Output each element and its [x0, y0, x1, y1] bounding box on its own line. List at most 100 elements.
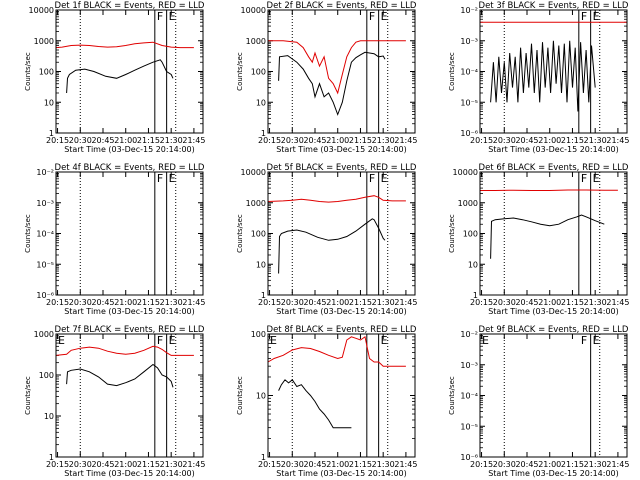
- series-lld: [267, 195, 406, 203]
- chart-title: Det 4f BLACK = Events, RED = LLD: [55, 163, 205, 173]
- x-tick-label: 21:30: [372, 298, 395, 307]
- flag-marker-top: F: [369, 172, 375, 185]
- series-lld: [267, 335, 406, 367]
- flag-marker-top: F: [157, 172, 163, 185]
- x-tick-label: 21:30: [160, 298, 183, 307]
- x-tick-label: 20:30: [69, 136, 92, 145]
- chart-panel-9: Det 9f BLACK = Events, RED = LLD 10⁻⁶ 10⁻⁵…: [448, 325, 629, 478]
- x-tick-label: 20:30: [69, 460, 92, 469]
- y-tick-label: 100: [463, 230, 478, 239]
- x-axis-label: Start Time (03-Dec-15 20:14:00): [276, 469, 407, 478]
- flag-marker-top: E: [381, 334, 388, 347]
- flag-marker-top: F: [581, 334, 587, 347]
- series-events: [66, 363, 174, 388]
- x-tick-label: 21:45: [182, 136, 205, 145]
- x-tick-label: 21:00: [538, 298, 561, 307]
- flag-marker-top: E: [381, 10, 388, 23]
- y-tick-label: 10⁻⁵: [460, 422, 478, 431]
- x-tick-label: 20:45: [303, 298, 326, 307]
- x-axis-label: Start Time (03-Dec-15 20:14:00): [64, 145, 195, 154]
- x-axis-label: Start Time (03-Dec-15 20:14:00): [64, 469, 195, 478]
- y-tick-label: 1: [261, 129, 266, 138]
- x-axis-label: Start Time (03-Dec-15 20:14:00): [488, 307, 619, 316]
- x-tick-label: 21:00: [114, 298, 137, 307]
- x-tick-label: 21:15: [561, 298, 584, 307]
- x-tick-label: 21:45: [182, 460, 205, 469]
- x-tick-label: 20:45: [303, 136, 326, 145]
- flag-marker-top: E: [169, 334, 176, 347]
- chart-panel-8: Det 8f BLACK = Events, RED = LLD 1 10 100 Co…: [236, 325, 417, 478]
- plot-frame: [479, 9, 628, 134]
- x-tick-label: 21:45: [606, 298, 629, 307]
- series-lld: [480, 189, 618, 191]
- y-tick-label: 10: [468, 260, 478, 269]
- y-tick-label: 10: [256, 260, 266, 269]
- x-tick-label: 20:15: [258, 460, 281, 469]
- flag-marker-top: F: [369, 10, 375, 23]
- series-events: [278, 379, 352, 429]
- x-tick-label: 20:30: [493, 136, 516, 145]
- y-tick-label: 100: [39, 68, 54, 77]
- x-tick-label: 21:30: [372, 460, 395, 469]
- x-tick-label: 21:15: [137, 460, 160, 469]
- y-tick-label: 10⁻⁶: [460, 129, 478, 138]
- x-tick-label: 21:15: [561, 136, 584, 145]
- chart-title: Det 9f BLACK = Events, RED = LLD: [479, 325, 629, 335]
- y-tick-label: 10000: [241, 6, 266, 15]
- x-tick-label: 21:15: [349, 460, 372, 469]
- x-tick-label: 21:00: [538, 136, 561, 145]
- x-axis-label: Start Time (03-Dec-15 20:14:00): [64, 307, 195, 316]
- flag-marker-top: E: [593, 334, 600, 347]
- chart-panel-6: Det 6f BLACK = Events, RED = LLD 1 10 100 10…: [448, 163, 629, 316]
- chart-title: Det 2f BLACK = Events, RED = LLD: [267, 1, 417, 11]
- x-tick-label: 20:30: [281, 460, 304, 469]
- x-axis-label: Start Time (03-Dec-15 20:14:00): [488, 145, 619, 154]
- y-tick-label: 10⁻²: [36, 168, 54, 177]
- y-tick-label: 10⁻⁵: [460, 98, 478, 107]
- x-tick-label: 21:30: [584, 136, 607, 145]
- flag-marker-top: F: [157, 10, 163, 23]
- series-events: [278, 51, 386, 116]
- series-lld: [55, 41, 194, 49]
- x-tick-label: 20:15: [258, 298, 281, 307]
- y-tick-label: 10⁻⁴: [460, 392, 478, 401]
- x-tick-label: 21:30: [584, 298, 607, 307]
- x-tick-label: 20:15: [470, 136, 493, 145]
- chart-panel-2: Det 2f BLACK = Events, RED = LLD 1 10 100 10…: [236, 1, 417, 154]
- x-tick-label: 20:15: [46, 460, 69, 469]
- y-axis-label: Counts/sec: [448, 376, 456, 415]
- plot-frame: [55, 9, 204, 134]
- x-tick-label: 21:30: [584, 460, 607, 469]
- flag-marker-top: F: [157, 334, 163, 347]
- y-tick-label: 1000: [246, 37, 266, 46]
- x-tick-label: 21:30: [160, 460, 183, 469]
- x-tick-label: 21:00: [538, 460, 561, 469]
- flag-marker-top: E: [482, 334, 489, 347]
- y-tick-label: 100: [251, 230, 266, 239]
- y-tick-label: 10⁻⁶: [36, 291, 54, 300]
- plot-frame: [267, 171, 416, 296]
- chart-panel-4: Det 4f BLACK = Events, RED = LLD 10⁻⁶ 10⁻⁵…: [24, 163, 205, 316]
- x-tick-label: 21:15: [561, 460, 584, 469]
- y-tick-label: 1: [261, 453, 266, 462]
- x-axis-label: Start Time (03-Dec-15 20:14:00): [276, 145, 407, 154]
- y-axis-label: Counts/sec: [24, 52, 32, 91]
- plot-frame: [55, 171, 204, 296]
- x-tick-label: 20:45: [91, 136, 114, 145]
- x-tick-label: 21:00: [326, 460, 349, 469]
- plot-frame: [479, 333, 628, 458]
- x-tick-label: 21:15: [349, 298, 372, 307]
- y-tick-label: 10: [256, 98, 266, 107]
- x-tick-label: 20:15: [470, 460, 493, 469]
- x-tick-label: 21:45: [394, 298, 417, 307]
- y-axis-label: Counts/sec: [24, 214, 32, 253]
- y-tick-label: 10⁻⁴: [460, 68, 478, 77]
- x-tick-label: 21:00: [326, 136, 349, 145]
- x-tick-label: 20:30: [493, 460, 516, 469]
- y-tick-label: 1000: [246, 199, 266, 208]
- y-axis-label: Counts/sec: [236, 214, 244, 253]
- chart-panel-3: Det 3f BLACK = Events, RED = LLD 10⁻⁶ 10⁻⁵…: [448, 1, 629, 154]
- y-tick-label: 10⁻²: [460, 6, 478, 15]
- plot-frame: [479, 171, 628, 296]
